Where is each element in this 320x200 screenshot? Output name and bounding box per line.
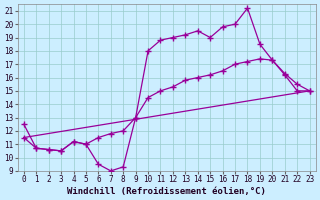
X-axis label: Windchill (Refroidissement éolien,°C): Windchill (Refroidissement éolien,°C) [67, 187, 266, 196]
